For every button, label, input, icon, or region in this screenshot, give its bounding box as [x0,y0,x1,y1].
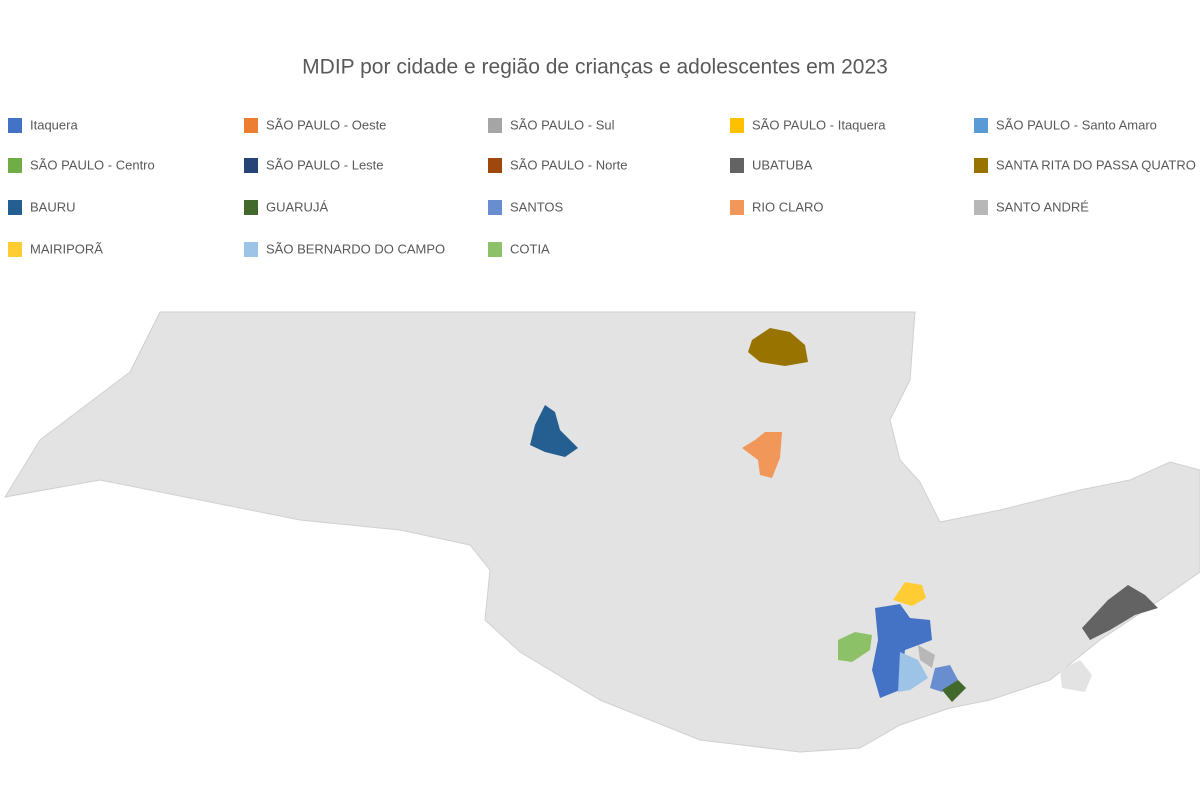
title: MDIP por cidade e região de crianças e a… [302,56,888,79]
legend-swatch [244,158,258,173]
legend-label: COTIA [510,241,550,256]
legend-label: SÃO BERNARDO DO CAMPO [266,241,445,256]
region [872,604,932,698]
legend-label: Itaquera [30,117,78,132]
region [893,582,926,606]
legend-swatch [974,200,988,215]
legend-swatch [488,158,502,173]
legend-swatch [730,158,744,173]
state-outline [3,311,1200,753]
legend-swatch [244,118,258,133]
legend-swatch [488,242,502,257]
legend-label: SÃO PAULO - Santo Amaro [996,117,1157,132]
region [1082,585,1158,640]
legend-swatch [974,158,988,173]
legend-swatch [488,118,502,133]
legend-swatch [8,200,22,215]
legend-label: SANTOS [510,199,564,214]
legend-label: SÃO PAULO - Norte [510,157,628,172]
legend-label: SÃO PAULO - Leste [266,157,384,172]
legend-label: SANTA RITA DO PASSA QUATRO [996,157,1196,172]
legend-swatch [730,118,744,133]
legend-swatch [730,200,744,215]
legend-swatch [488,200,502,215]
map [3,311,1200,753]
region [918,645,935,668]
legend-label: SANTO ANDRÉ [996,199,1089,214]
region [898,652,928,692]
region [942,680,966,702]
legend-label: SÃO PAULO - Itaquera [752,117,886,132]
region [748,328,808,366]
legend: Itaquera SÃO PAULO - Oeste SÃO PAULO - Sul… [8,117,1196,257]
legend-swatch [974,118,988,133]
island [1060,660,1092,692]
legend-label: SÃO PAULO - Sul [510,117,615,132]
legend-label: UBATUBA [752,157,813,172]
region [742,432,782,478]
legend-label: SÃO PAULO - Oeste [266,117,386,132]
region [838,632,872,662]
legend-label: SÃO PAULO - Centro [30,157,155,172]
legend-swatch [8,118,22,133]
legend-label: MAIRIPORÃ [30,241,103,256]
legend-swatch [8,158,22,173]
legend-label: RIO CLARO [752,199,824,214]
legend-label: BAURU [30,199,76,214]
legend-swatch [8,242,22,257]
legend-label: GUARUJÁ [266,199,328,214]
region [530,405,578,457]
legend-swatch [244,242,258,257]
legend-swatch [244,200,258,215]
